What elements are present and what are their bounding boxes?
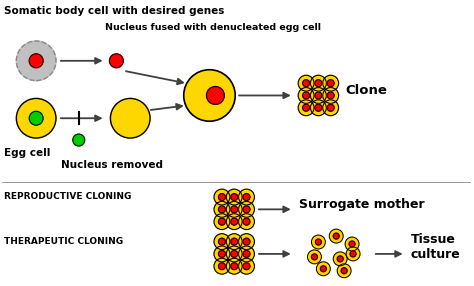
Text: Nucleus fused with denucleated egg cell: Nucleus fused with denucleated egg cell — [106, 23, 321, 32]
Circle shape — [231, 251, 237, 257]
Circle shape — [184, 70, 235, 121]
Circle shape — [315, 92, 322, 99]
Circle shape — [226, 258, 242, 274]
Circle shape — [214, 246, 230, 262]
Circle shape — [231, 263, 237, 270]
Circle shape — [315, 80, 322, 87]
Circle shape — [219, 251, 226, 257]
Circle shape — [231, 206, 237, 213]
Circle shape — [243, 194, 250, 200]
Circle shape — [310, 75, 326, 91]
Circle shape — [219, 238, 226, 245]
Circle shape — [310, 100, 326, 116]
Circle shape — [214, 234, 230, 250]
Circle shape — [317, 262, 330, 276]
Circle shape — [238, 201, 255, 217]
Circle shape — [226, 246, 242, 262]
Circle shape — [29, 111, 43, 125]
Circle shape — [333, 252, 347, 266]
Text: Tissue
culture: Tissue culture — [410, 233, 460, 261]
Circle shape — [308, 250, 321, 264]
Circle shape — [219, 206, 226, 213]
Circle shape — [243, 251, 250, 257]
Circle shape — [310, 88, 326, 103]
Text: Clone: Clone — [345, 84, 387, 97]
Circle shape — [214, 258, 230, 274]
Circle shape — [231, 194, 237, 200]
Circle shape — [323, 75, 338, 91]
Circle shape — [350, 251, 356, 257]
Circle shape — [315, 104, 322, 111]
Circle shape — [298, 88, 314, 103]
Circle shape — [243, 263, 250, 270]
Circle shape — [231, 218, 237, 225]
Circle shape — [298, 75, 314, 91]
Circle shape — [303, 104, 310, 111]
Circle shape — [231, 238, 237, 245]
Circle shape — [327, 80, 334, 87]
Circle shape — [238, 214, 255, 230]
Circle shape — [323, 88, 338, 103]
Circle shape — [219, 194, 226, 200]
Circle shape — [303, 80, 310, 87]
Circle shape — [29, 54, 43, 68]
Circle shape — [323, 100, 338, 116]
Circle shape — [17, 41, 56, 81]
Text: REPRODUCTIVE CLONING: REPRODUCTIVE CLONING — [4, 192, 132, 200]
Circle shape — [243, 218, 250, 225]
Circle shape — [73, 134, 85, 146]
Text: Egg cell: Egg cell — [4, 148, 51, 158]
Circle shape — [303, 92, 310, 99]
Circle shape — [311, 254, 318, 260]
Circle shape — [298, 100, 314, 116]
Circle shape — [337, 256, 343, 262]
Circle shape — [207, 87, 224, 104]
Circle shape — [341, 268, 347, 274]
Circle shape — [109, 54, 123, 68]
Circle shape — [238, 246, 255, 262]
Text: Surrogate mother: Surrogate mother — [299, 198, 424, 211]
Circle shape — [226, 234, 242, 250]
Text: Somatic body cell with desired genes: Somatic body cell with desired genes — [4, 6, 225, 16]
Circle shape — [320, 266, 326, 272]
Text: THERAPEUTIC CLONING: THERAPEUTIC CLONING — [4, 237, 124, 246]
Circle shape — [238, 189, 255, 205]
Circle shape — [238, 258, 255, 274]
Circle shape — [243, 206, 250, 213]
Circle shape — [226, 189, 242, 205]
Circle shape — [214, 214, 230, 230]
Circle shape — [219, 218, 226, 225]
Circle shape — [327, 104, 334, 111]
Circle shape — [327, 92, 334, 99]
Circle shape — [17, 98, 56, 138]
Circle shape — [345, 237, 359, 251]
Circle shape — [214, 189, 230, 205]
Circle shape — [315, 239, 321, 245]
Circle shape — [238, 234, 255, 250]
Circle shape — [243, 238, 250, 245]
Circle shape — [333, 233, 339, 239]
Circle shape — [226, 214, 242, 230]
Text: Nucleus removed: Nucleus removed — [61, 160, 163, 170]
Circle shape — [329, 229, 343, 243]
Circle shape — [219, 263, 226, 270]
Circle shape — [226, 201, 242, 217]
Circle shape — [311, 235, 325, 249]
Circle shape — [346, 247, 360, 261]
Circle shape — [349, 241, 355, 247]
Circle shape — [337, 264, 351, 278]
Circle shape — [214, 201, 230, 217]
Circle shape — [110, 98, 150, 138]
